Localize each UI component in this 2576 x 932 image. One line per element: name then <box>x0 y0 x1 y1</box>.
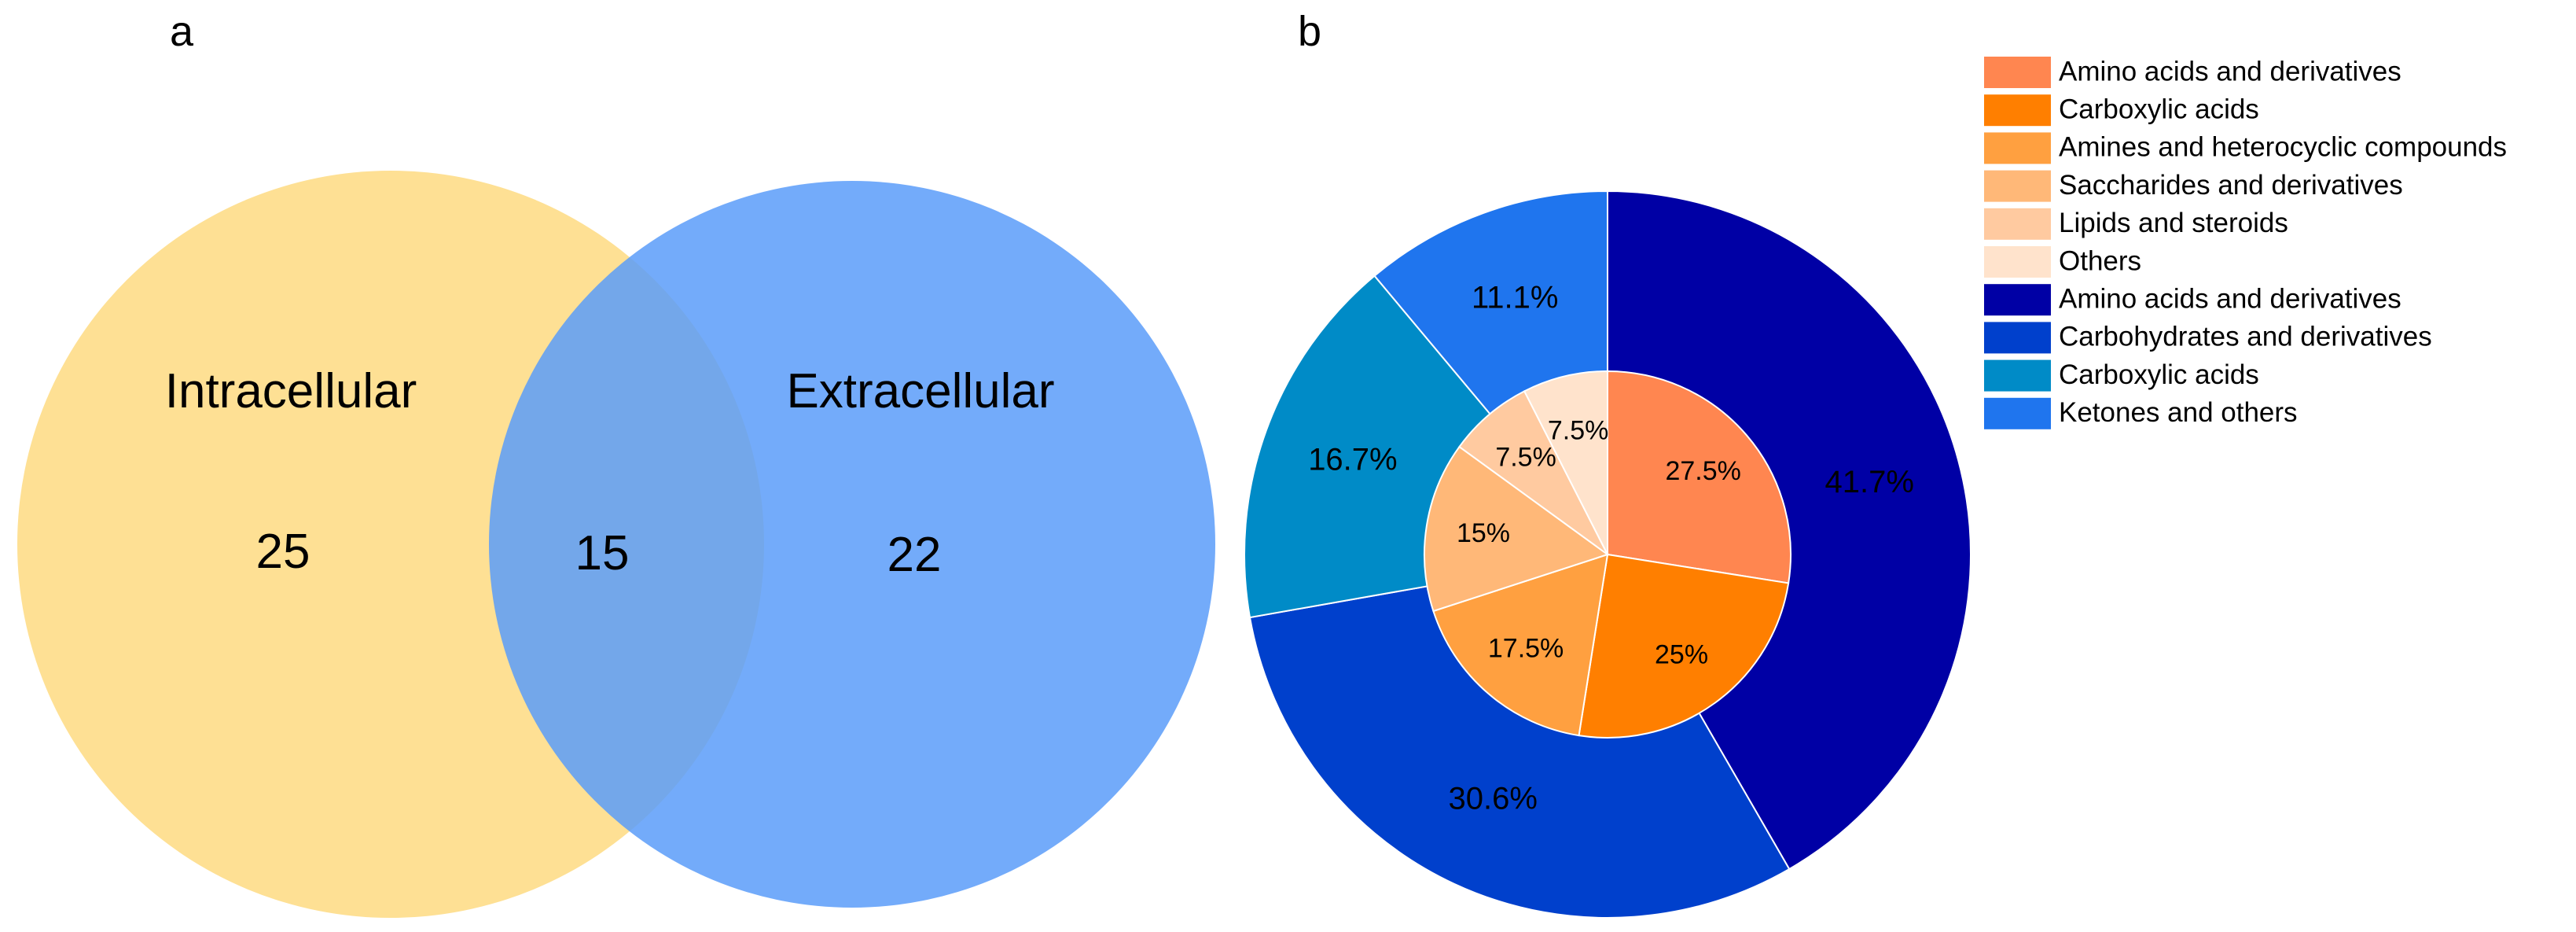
legend-label-4: Saccharides and derivatives <box>2059 170 2403 201</box>
legend-swatch-5 <box>1984 208 2051 240</box>
pie-panel: b 41.7% 30.6% 16.7% 11.1% 27.5% 25% 17.5% 15% 7… <box>1244 8 2507 919</box>
inner-slice-6 <box>1523 370 1608 555</box>
venn-count-intracellular: 25 <box>256 525 311 579</box>
outer-label-4: 11.1% <box>1472 280 1558 315</box>
legend-swatch-3 <box>1984 132 2051 164</box>
venn-set-label-intracellular: Intracellular <box>165 364 417 418</box>
inner-slice-3 <box>1432 553 1609 737</box>
outer-label-3: 16.7% <box>1308 442 1397 477</box>
inner-slice-4 <box>1423 445 1610 613</box>
legend-label-6: Others <box>2059 245 2141 276</box>
legend-swatch-6 <box>1984 246 2051 278</box>
inner-ring <box>1423 370 1791 739</box>
legend-swatch-4 <box>1984 170 2051 202</box>
legend-swatch-1 <box>1984 57 2051 88</box>
venn-count-extracellular: 22 <box>887 528 942 582</box>
outer-ring-labels: 41.7% 30.6% 16.7% 11.1% <box>1308 280 1914 816</box>
venn-circle-extracellular <box>489 181 1215 908</box>
legend-swatch-2 <box>1984 94 2051 127</box>
legend-swatch-9 <box>1984 359 2051 392</box>
legend-label-9: Carboxylic acids <box>2059 359 2259 390</box>
venn-count-intersection: 15 <box>575 526 630 580</box>
inner-label-5: 7.5% <box>1495 442 1556 472</box>
panel-label-b: b <box>1298 8 1321 55</box>
venn-panel: a Intracellular Extracellular 25 15 22 <box>17 8 1215 918</box>
legend-label-7: Amino acids and derivatives <box>2059 283 2401 314</box>
inner-label-2: 25% <box>1655 639 1708 669</box>
inner-slice-5 <box>1458 390 1608 555</box>
legend-label-10: Ketones and others <box>2059 397 2298 428</box>
legend: Amino acids and derivatives Carboxylic ac… <box>1984 56 2507 429</box>
legend-label-8: Carbohydrates and derivatives <box>2059 322 2432 352</box>
legend-swatch-10 <box>1984 397 2051 429</box>
legend-label-3: Amines and heterocyclic compounds <box>2059 132 2507 163</box>
legend-swatch-8 <box>1984 322 2051 354</box>
panel-label-a: a <box>170 8 194 55</box>
inner-ring-labels: 27.5% 25% 17.5% 15% 7.5%7.5% <box>1457 415 1741 669</box>
outer-label-1: 41.7% <box>1825 465 1914 499</box>
inner-label-6: 7.5% <box>1548 415 1609 445</box>
venn-set-label-extracellular: Extracellular <box>786 364 1054 418</box>
inner-slice-2 <box>1578 553 1790 739</box>
outer-label-2: 30.6% <box>1449 781 1538 816</box>
inner-label-4: 15% <box>1457 518 1510 548</box>
inner-label-1: 27.5% <box>1665 456 1740 486</box>
legend-label-1: Amino acids and derivatives <box>2059 56 2401 87</box>
legend-label-5: Lipids and steroids <box>2059 208 2288 238</box>
legend-swatch-7 <box>1984 284 2051 316</box>
legend-label-2: Carboxylic acids <box>2059 94 2259 124</box>
inner-label-3: 17.5% <box>1488 634 1564 664</box>
inner-slice-1 <box>1607 370 1791 584</box>
